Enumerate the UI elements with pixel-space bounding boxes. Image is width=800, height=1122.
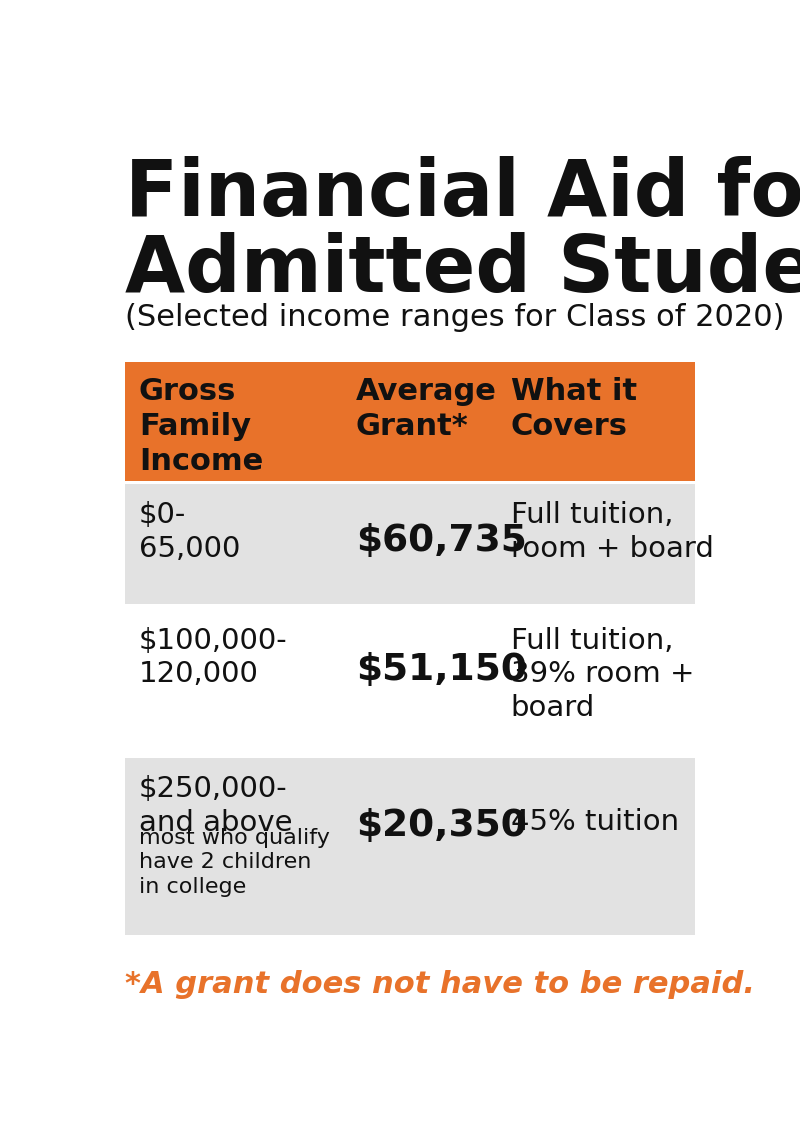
- Bar: [125, 481, 695, 485]
- Text: Gross
Family
Income: Gross Family Income: [138, 377, 263, 476]
- Text: Full tuition,
room + board: Full tuition, room + board: [510, 502, 714, 562]
- Text: $100,000-
120,000: $100,000- 120,000: [138, 627, 287, 688]
- Text: (Selected income ranges for Class of 2020): (Selected income ranges for Class of 202…: [125, 303, 784, 331]
- Bar: [125, 485, 695, 604]
- Text: $20,350: $20,350: [356, 808, 526, 845]
- Text: most who qualify
have 2 children
in college: most who qualify have 2 children in coll…: [138, 828, 330, 898]
- Text: What it
Covers: What it Covers: [510, 377, 637, 441]
- Bar: [125, 758, 695, 936]
- Text: *A grant does not have to be repaid.: *A grant does not have to be repaid.: [125, 971, 755, 999]
- Text: $250,000-
and above: $250,000- and above: [138, 775, 292, 837]
- Text: $0-
65,000: $0- 65,000: [138, 502, 240, 562]
- Text: Full tuition,
39% room +
board: Full tuition, 39% room + board: [510, 627, 694, 721]
- Text: 45% tuition: 45% tuition: [510, 808, 679, 836]
- Text: $51,150: $51,150: [356, 652, 526, 688]
- Text: $60,735: $60,735: [356, 523, 526, 559]
- Text: Financial Aid for
Admitted Students: Financial Aid for Admitted Students: [125, 156, 800, 309]
- Bar: [125, 361, 695, 481]
- Text: Average
Grant*: Average Grant*: [356, 377, 497, 441]
